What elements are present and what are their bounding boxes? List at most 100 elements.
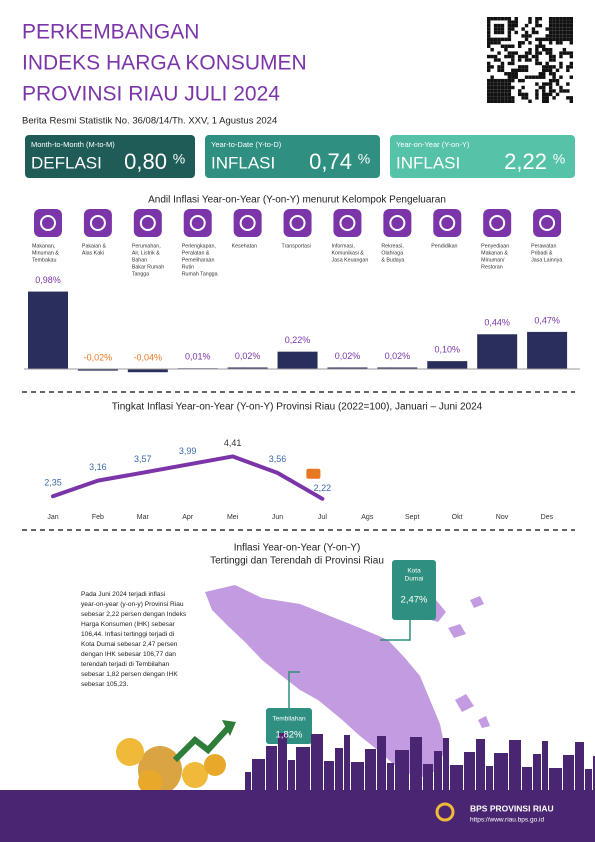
qr-cell [521, 92, 525, 97]
qr-cell [507, 82, 512, 86]
qr-cell [566, 68, 570, 73]
title-line: PERKEMBANGAN [22, 21, 199, 44]
indicator-box [390, 135, 575, 178]
qr-cell [535, 61, 539, 66]
building [533, 754, 541, 790]
qr-cell [521, 68, 525, 73]
qr-cell [552, 20, 556, 24]
footer-url: https://www.riau.bps.go.id [470, 817, 544, 824]
qr-cell [490, 92, 494, 97]
qr-cell [514, 30, 518, 35]
qr-cell [538, 41, 543, 45]
qr-cell [517, 41, 522, 45]
qr-cell [569, 37, 573, 42]
qr-cell [493, 89, 498, 93]
section-title: Tertinggi dan Terendah di Provinsi Riau [210, 556, 384, 567]
chart-title: Tingkat Inflasi Year-on-Year (Y-on-Y) Pr… [112, 402, 483, 413]
truck-icon [306, 468, 321, 479]
qr-cell [500, 30, 505, 35]
qr-cell [559, 30, 563, 35]
skyline [245, 733, 595, 790]
callout-box [392, 560, 436, 620]
category-label: Pemeliharaan [182, 257, 215, 263]
qr-cell [514, 23, 518, 28]
qr-cell [497, 37, 501, 42]
icon-glyph [439, 215, 456, 231]
bar [28, 291, 68, 370]
qr-cell [538, 51, 543, 55]
qr-cell [535, 23, 539, 28]
category-label: Jasa Lainnya [531, 257, 562, 263]
value-label: 0,44% [484, 318, 510, 328]
qr-cell [566, 30, 570, 35]
qr-cell [569, 61, 573, 66]
callout-place: Kota [407, 568, 421, 575]
building [494, 753, 508, 790]
footer-band [0, 790, 595, 842]
qr-cell [521, 41, 525, 45]
paragraph-line: year-on-year (y-on-y) Provinsi Riau [81, 601, 184, 608]
qr-cell [528, 17, 532, 21]
qr-cell [548, 65, 553, 69]
qr-cell [511, 54, 515, 59]
qr-cell [487, 65, 491, 69]
qr-cell [504, 96, 508, 100]
qr-cell [548, 78, 553, 83]
building [522, 767, 532, 790]
qr-cell [535, 96, 539, 100]
qr-cell [542, 65, 546, 69]
building [311, 734, 323, 790]
qr-cell [497, 17, 501, 21]
category-icon [433, 209, 462, 237]
value-label: 0,02% [335, 351, 361, 361]
qr-cell [507, 51, 512, 55]
qr-cell [552, 27, 556, 31]
paragraph-line: dengan IHK sebesar 106,77 dan [81, 651, 176, 658]
qr-cell [538, 23, 543, 28]
qr-cell [514, 17, 518, 21]
qr-cell [552, 30, 556, 35]
bar [277, 351, 318, 370]
qr-cell [569, 17, 573, 21]
qr-cell [548, 37, 553, 42]
qr-cell [511, 44, 515, 48]
x-tick-label: Sept [405, 514, 419, 521]
value-label: 3,56 [269, 454, 287, 464]
value-label: 4,41 [224, 438, 242, 448]
qr-cell [559, 27, 563, 31]
qr-cell [528, 20, 532, 24]
qr-cell [555, 30, 560, 35]
building [423, 764, 433, 790]
qr-cell [535, 20, 539, 24]
paragraph-line: sebesar 2,22 persen dengan Indeks [81, 611, 187, 618]
qr-cell [514, 75, 518, 79]
category-label: Pakaian & [82, 243, 107, 249]
building [575, 742, 584, 790]
qr-cell [511, 85, 515, 90]
qr-cell [548, 72, 553, 76]
qr-cell [535, 17, 539, 21]
qr-cell [559, 85, 563, 90]
icon-glyph [239, 215, 256, 231]
qr-cell [562, 51, 567, 55]
qr-cell [562, 37, 567, 42]
building [324, 761, 334, 790]
qr-cell [507, 89, 512, 93]
qr-cell [507, 78, 512, 83]
qr-cell [566, 82, 570, 86]
building [387, 763, 394, 790]
indicator-box [205, 135, 380, 178]
qr-cell [521, 96, 525, 100]
qr-cell [493, 27, 498, 31]
qr-cell [559, 17, 563, 21]
qr-cell [569, 65, 573, 69]
qr-cell [524, 51, 529, 55]
qr-cell [555, 68, 560, 73]
qr-cell [493, 92, 498, 97]
value-label: 3,16 [89, 462, 107, 472]
category-label: Rutin [182, 264, 194, 270]
qr-cell [569, 54, 573, 59]
qr-cell [535, 30, 539, 35]
qr-cell [528, 75, 532, 79]
qr-cell [507, 75, 512, 79]
